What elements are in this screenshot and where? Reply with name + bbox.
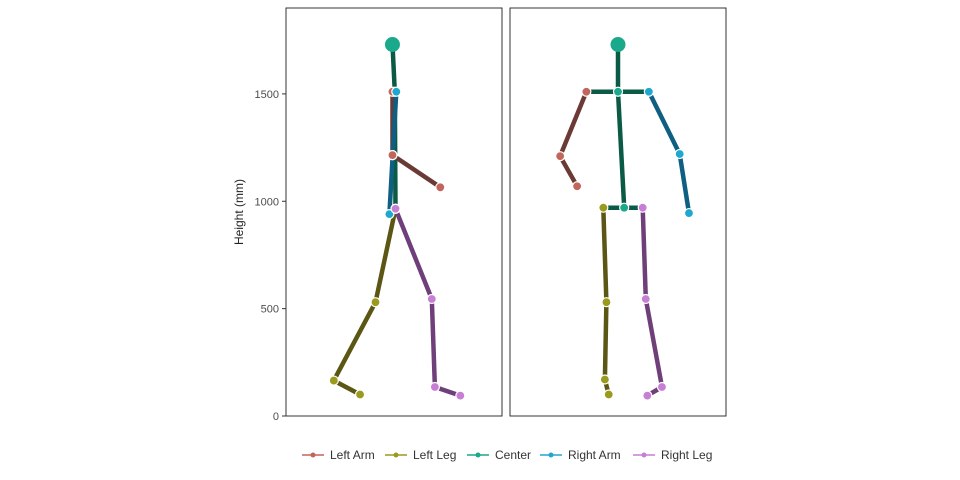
joint-point	[391, 86, 402, 97]
series-line-left-leg	[331, 206, 398, 397]
joint-point	[581, 86, 592, 97]
legend-key-point	[475, 452, 481, 458]
legend: Left Arm Left Leg Center Right Arm Right Leg	[302, 448, 712, 462]
legend-label: Left Arm	[330, 448, 375, 462]
legend-label: Left Leg	[413, 448, 456, 462]
series-line-right-leg	[640, 205, 665, 398]
y-tick-label: 1000	[255, 196, 279, 208]
series-line-left-leg	[601, 205, 611, 397]
head-point	[610, 37, 626, 53]
y-tick-label: 0	[273, 411, 279, 423]
joint-point	[572, 181, 583, 192]
joint-point	[354, 389, 366, 400]
legend-key-point	[641, 452, 647, 458]
joint-point	[643, 86, 654, 97]
series-line-right-leg	[393, 206, 463, 398]
joint-point	[674, 148, 685, 160]
joint-point	[601, 297, 612, 308]
joint-point	[555, 151, 566, 162]
head-point	[384, 37, 400, 53]
joint-point	[640, 293, 651, 305]
joint-point	[603, 389, 614, 400]
joint-point	[370, 297, 381, 308]
legend-key-point	[548, 452, 554, 458]
joint-point	[612, 86, 624, 97]
legend-label: Center	[495, 448, 531, 462]
joint-point	[683, 207, 695, 219]
joint-point	[429, 381, 440, 393]
joint-point	[656, 381, 668, 393]
legend-key-point	[393, 452, 399, 458]
joint-point	[642, 390, 653, 401]
panel-1	[285, 7, 503, 417]
y-axis: 0 500 1000 1500	[255, 89, 286, 423]
panel-2	[509, 7, 727, 417]
joint-point	[599, 374, 610, 385]
series-line-center	[390, 42, 398, 94]
joint-point	[455, 390, 466, 401]
legend-label: Right Leg	[661, 448, 712, 462]
y-axis-title: Height (mm)	[232, 179, 246, 245]
legend-label: Right Arm	[568, 448, 621, 462]
joint-point	[426, 293, 437, 305]
joint-point	[637, 202, 648, 213]
y-tick-label: 500	[261, 304, 279, 316]
legend-key-point	[310, 452, 316, 458]
joint-point	[328, 375, 339, 386]
y-tick-label: 1500	[255, 89, 279, 101]
joint-point	[387, 149, 398, 161]
joint-point	[619, 202, 630, 213]
joint-point	[598, 202, 609, 213]
joint-point	[390, 203, 401, 214]
joint-point	[435, 182, 446, 193]
